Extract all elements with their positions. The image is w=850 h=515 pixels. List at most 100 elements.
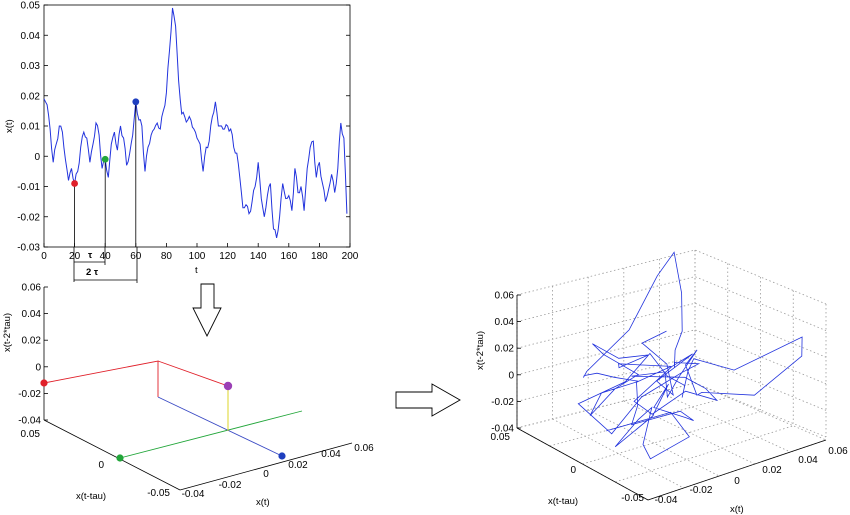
ts-xtick-label: 140: [250, 251, 267, 262]
attractor-ytick-label: 0: [570, 465, 576, 476]
time-series-markers: [71, 98, 140, 247]
ts-ytick-label: -0.02: [17, 212, 40, 223]
embedding_schematic-ztick-label: 0: [35, 362, 41, 373]
attractor-trajectory: [577, 251, 803, 460]
ts-xtick-label: 180: [311, 251, 328, 262]
attractor-xtick-label: -0.02: [690, 485, 713, 496]
attractor-ztick-label: 0.02: [495, 344, 515, 355]
time-series-x-ticks: 0 20 40 60 80 100 120 140 160 180 200: [41, 243, 359, 262]
schematic-x-ticks: -0.04 -0.02 0 0.02 0.04 0.06: [182, 443, 375, 500]
attractor-ylabel: x(t-tau): [548, 496, 578, 507]
embedding_schematic-xtick-label: 0.06: [354, 443, 374, 454]
embedding_schematic-xtick-label: 0.04: [321, 449, 341, 460]
attractor-ztick-label: 0.06: [495, 291, 515, 302]
grid-line: [516, 382, 696, 429]
time-series-line: [43, 7, 348, 238]
schematic-ylabel: x(t-tau): [76, 491, 106, 502]
ts-xtick-label: 20: [69, 251, 81, 262]
embedding_schematic-xtick-label: 0: [263, 469, 269, 480]
grid-line: [615, 425, 794, 483]
embedding_schematic-xtick-label: -0.02: [219, 480, 242, 491]
schematic-x-axis-edge: [179, 442, 353, 491]
embedded-point: [223, 381, 233, 391]
embedding_schematic-ytick-label: -0.05: [147, 488, 170, 499]
delay-brackets: [73, 247, 138, 283]
attractor-ztick-label: -0.04: [491, 424, 514, 435]
attractor-xtick-label: 0.02: [762, 465, 782, 476]
blue-sample-point: [132, 98, 140, 106]
time-series-xlabel: t: [195, 265, 198, 276]
embedding_schematic-xtick-label: -0.04: [182, 489, 205, 500]
attractor-grid: [516, 249, 827, 501]
embedding_schematic-ztick-label: 0.04: [22, 309, 42, 320]
ts-ytick-label: 0.03: [21, 61, 41, 72]
time-series-y-ticks: 0.05 0.04 0.03 0.02 0.01 0 -0.01 -0.02 -0.03: [17, 1, 350, 254]
attractor-z-ticks: 0.06 0.04 0.02 0 -0.02 -0.04: [491, 291, 521, 435]
right-arrow-icon: [395, 383, 461, 417]
blue-point: [278, 452, 286, 460]
grid-line: [582, 411, 761, 465]
embedding_schematic-ytick-label: 0: [98, 460, 104, 471]
two-tau-label: 2 τ: [86, 267, 99, 278]
attractor-x-ticks: -0.04 -0.02 0 0.02 0.04 0.06: [655, 446, 849, 506]
attractor-zlabel: x(t-2*tau): [475, 331, 486, 370]
attractor-xtick-label: 0.04: [798, 455, 818, 466]
red-point: [40, 379, 48, 387]
ts-ytick-label: 0.04: [21, 31, 41, 42]
grid-line: [516, 276, 827, 331]
ts-ytick-label: 0.05: [21, 1, 41, 12]
embedding_schematic-xtick-label: 0.02: [288, 460, 308, 471]
green-sample-point: [101, 155, 109, 163]
schematic-xlabel: x(t): [256, 497, 270, 508]
attractor-ztick-label: -0.02: [491, 397, 514, 408]
attractor-y-ticks: 0.05 0 -0.05: [491, 432, 645, 504]
schematic-zlabel: x(t-2*tau): [2, 313, 13, 352]
ts-xtick-label: 200: [342, 251, 359, 262]
ts-ytick-label: -0.03: [17, 243, 40, 254]
attractor-ztick-label: 0.04: [495, 317, 515, 328]
ts-xtick-label: 160: [280, 251, 297, 262]
embedding_schematic-ytick-label: 0.05: [21, 429, 41, 440]
grid-line: [552, 418, 684, 489]
grid-line: [659, 391, 791, 453]
grid-line: [516, 355, 827, 411]
down-arrow-icon: [192, 283, 222, 338]
red-projection-line-2: [157, 360, 229, 387]
green-point: [116, 454, 124, 462]
grid-line: [694, 382, 827, 441]
time-series-ylabel: x(t): [4, 119, 15, 133]
embedding_schematic-ztick-label: -0.04: [18, 416, 41, 427]
blue-projection-line: [157, 396, 283, 457]
schematic-y-ticks: 0.05 0 -0.05: [21, 429, 171, 499]
grid-line: [516, 302, 827, 358]
red-sample-point: [71, 180, 78, 187]
embedding_schematic-ztick-label: 0.02: [22, 336, 42, 347]
embedding_schematic-ztick-label: 0.06: [22, 283, 42, 294]
attractor-ztick-label: 0: [508, 370, 514, 381]
green-projection-line: [119, 410, 303, 459]
attractor-xlabel: x(t): [730, 504, 744, 515]
tau-label: τ: [88, 250, 93, 261]
ts-xtick-label: 120: [219, 251, 236, 262]
ts-xtick-label: 0: [41, 251, 47, 262]
grid-line: [623, 400, 755, 465]
attractor-box: [516, 295, 827, 501]
grid-line: [516, 249, 827, 305]
ts-xtick-label: 40: [100, 251, 112, 262]
attractor-xtick-label: -0.04: [655, 495, 678, 506]
embedding_schematic-ztick-label: -0.02: [18, 389, 41, 400]
ts-ytick-label: 0.02: [21, 91, 41, 102]
ts-ytick-label: -0.01: [17, 182, 40, 193]
grid-line: [516, 329, 827, 385]
ts-ytick-label: 0.01: [21, 122, 41, 133]
ts-xtick-label: 80: [161, 251, 173, 262]
schematic-y-axis-edge: [43, 419, 181, 491]
ts-ytick-label: 0: [34, 152, 40, 163]
attractor-ytick-label: -0.05: [621, 493, 644, 504]
ts-xtick-label: 100: [189, 251, 206, 262]
